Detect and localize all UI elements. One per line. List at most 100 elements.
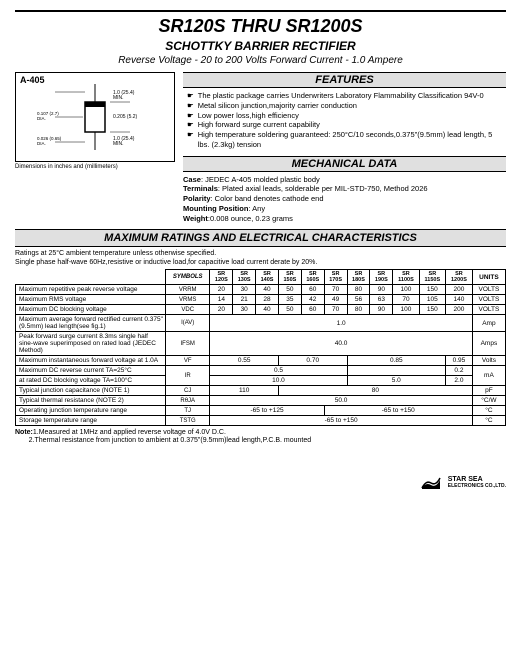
part-header: SR1200S: [446, 270, 473, 285]
page-subtitle: SCHOTTKY BARRIER RECTIFIER: [15, 39, 506, 53]
feature-item: ☛High temperature soldering guaranteed: …: [187, 130, 506, 150]
value-cell: 50: [278, 305, 301, 315]
symbol-cell: VF: [166, 356, 210, 366]
value-cell: 14: [210, 295, 233, 305]
unit-cell: VOLTS: [472, 295, 505, 305]
part-header: SR190S: [370, 270, 393, 285]
unit-cell: Volts: [472, 356, 505, 366]
value-cell: 100: [393, 305, 419, 315]
mechdata-row: Case: JEDEC A-405 molded plastic body: [183, 175, 506, 185]
note-2: 2.Thermal resistance from junction to am…: [29, 437, 312, 444]
features-list: ☛The plastic package carries Underwriter…: [183, 91, 506, 150]
page-desc: Reverse Voltage - 20 to 200 Volts Forwar…: [15, 55, 506, 66]
symbol-cell: IR: [166, 366, 210, 386]
symbol-cell: VRMS: [166, 295, 210, 305]
value-cell: 200: [446, 285, 473, 295]
value-cell: 56: [347, 295, 370, 305]
param-cell: Operating junction temperature range: [16, 406, 166, 416]
feature-item: ☛Metal silicon junction,majority carrier…: [187, 101, 506, 111]
param-cell: Maximum average forward rectified curren…: [16, 315, 166, 332]
value-cell: 140: [446, 295, 473, 305]
symbol-cell: VRRM: [166, 285, 210, 295]
param-cell: at rated DC blocking voltage TA=100°C: [16, 376, 166, 386]
company-logo-icon: [420, 476, 442, 490]
value-cell: 0.95: [446, 356, 473, 366]
value-cell: -65 to +150: [210, 416, 472, 426]
value-cell: 21: [233, 295, 256, 305]
value-cell: 40.0: [210, 332, 472, 356]
value-cell: 70: [324, 285, 347, 295]
mechdata-row: Weight:0.008 ounce, 0.23 grams: [183, 214, 506, 224]
svg-text:MIN.: MIN.: [113, 95, 124, 101]
value-cell: 0.5: [210, 366, 347, 376]
value-cell: 10.0: [210, 376, 347, 386]
value-cell: 60: [301, 305, 324, 315]
symbol-cell: TSTG: [166, 416, 210, 426]
value-cell: 0.55: [210, 356, 279, 366]
value-cell: 80: [347, 305, 370, 315]
part-header: SR150S: [278, 270, 301, 285]
part-header: SR160S: [301, 270, 324, 285]
symbol-cell: I(AV): [166, 315, 210, 332]
value-cell: [347, 366, 446, 376]
unit-cell: °C: [472, 416, 505, 426]
page-title: SR120S THRU SR1200S: [15, 16, 506, 37]
svg-text:DIA.: DIA.: [37, 141, 46, 146]
value-cell: 50.0: [210, 396, 472, 406]
value-cell: 49: [324, 295, 347, 305]
diagram-label: A-405: [20, 75, 45, 85]
feature-item: ☛High forward surge current capability: [187, 120, 506, 130]
param-cell: Storage temperature range: [16, 416, 166, 426]
value-cell: 80: [347, 285, 370, 295]
table-row: Operating junction temperature rangeTJ-6…: [16, 406, 506, 416]
symbol-cell: IFSM: [166, 332, 210, 356]
table-row: Peak forward surge current 8.3ms single …: [16, 332, 506, 356]
value-cell: 30: [233, 305, 256, 315]
value-cell: 70: [393, 295, 419, 305]
note-1: 1.Measured at 1MHz and applied reverse v…: [33, 429, 226, 436]
unit-cell: °C: [472, 406, 505, 416]
features-heading: FEATURES: [183, 72, 506, 88]
param-cell: Maximum RMS voltage: [16, 295, 166, 305]
unit-cell: °C/W: [472, 396, 505, 406]
value-cell: 150: [419, 305, 445, 315]
value-cell: 40: [256, 285, 279, 295]
component-outline-icon: 1.0 (25.4) MIN. 0.205 (5.2) 1.0 (25.4) M…: [35, 82, 155, 152]
table-row: Typical thermal resistance (NOTE 2)RθJA5…: [16, 396, 506, 406]
value-cell: 2.0: [446, 376, 473, 386]
value-cell: 100: [393, 285, 419, 295]
param-cell: Maximum repetitive peak reverse voltage: [16, 285, 166, 295]
table-row: Typical junction capacitance (NOTE 1)CJ1…: [16, 386, 506, 396]
unit-cell: VOLTS: [472, 305, 505, 315]
value-cell: 63: [370, 295, 393, 305]
symbol-cell: RθJA: [166, 396, 210, 406]
value-cell: 0.2: [446, 366, 473, 376]
symbols-header: SYMBOLS: [166, 270, 210, 285]
value-cell: 35: [278, 295, 301, 305]
value-cell: 20: [210, 285, 233, 295]
value-cell: 50: [278, 285, 301, 295]
mechdata-row: Polarity: Color band denotes cathode end: [183, 194, 506, 204]
value-cell: 80: [278, 386, 472, 396]
top-rule: [15, 10, 506, 12]
table-row: at rated DC blocking voltage TA=100°C 10.…: [16, 376, 506, 386]
value-cell: 28: [256, 295, 279, 305]
part-header: SR130S: [233, 270, 256, 285]
part-header: SR180S: [347, 270, 370, 285]
param-cell: Peak forward surge current 8.3ms single …: [16, 332, 166, 356]
package-diagram: A-405 1.0 (25.4) MIN. 0.205 (5.2) 1.0 (2…: [15, 72, 175, 162]
mechdata-row: Mounting Position: Any: [183, 204, 506, 214]
value-cell: 90: [370, 305, 393, 315]
value-cell: 90: [370, 285, 393, 295]
note-label: Note:: [15, 429, 33, 436]
svg-text:DIA.: DIA.: [37, 116, 46, 121]
page-footer: STAR SEA ELECTRONICS CO.,LTD.: [15, 476, 506, 490]
mechdata-heading: MECHANICAL DATA: [183, 156, 506, 172]
value-cell: 150: [419, 285, 445, 295]
value-cell: 110: [210, 386, 279, 396]
spec-header-row: SYMBOLS SR120SSR130SSR140SSR150SSR160SSR…: [16, 270, 506, 285]
company-name: STAR SEA: [448, 476, 506, 483]
maxratings-heading: MAXIMUM RATINGS AND ELECTRICAL CHARACTER…: [15, 229, 506, 247]
part-header: SR170S: [324, 270, 347, 285]
part-header: SR1150S: [419, 270, 445, 285]
